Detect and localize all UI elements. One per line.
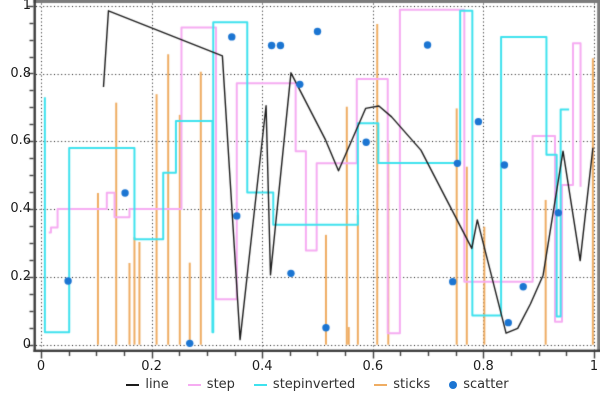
legend-item-stepinverted: stepinverted	[253, 377, 356, 392]
x-tick-label: 0.2	[141, 359, 162, 374]
x-tick-label: 0	[36, 359, 46, 374]
legend-label: line	[145, 377, 169, 392]
legend-item-sticks: sticks	[374, 377, 430, 392]
legend-label: sticks	[393, 377, 431, 392]
y-tick-label: 0.8	[10, 65, 31, 81]
legend-item-step: step	[187, 377, 235, 392]
legend-label: scatter	[463, 377, 509, 392]
x-tick-label: 1	[589, 359, 599, 374]
legend-item-scatter: scatter	[449, 377, 509, 392]
scatter-series-marker-icon	[449, 380, 458, 389]
sticks-series-marker-icon	[374, 383, 388, 386]
x-tick-label: 0.8	[473, 359, 494, 374]
legend-item-line: line	[126, 377, 169, 392]
step-series-marker-icon	[187, 383, 201, 386]
y-tick-label: 0.4	[10, 201, 31, 217]
y-tick-label: 1	[22, 0, 31, 13]
y-tick-label: 0	[22, 336, 31, 352]
x-tick-label: 0.4	[251, 359, 273, 374]
line-series-marker-icon	[126, 383, 140, 386]
y-tick-label: 0.6	[10, 133, 31, 149]
x-tick-label: 0.6	[362, 359, 384, 374]
legend: line step stepinverted sticks scatter	[41, 377, 594, 392]
legend-label: step	[206, 377, 235, 392]
y-tick-label: 0.2	[10, 268, 31, 284]
legend-label: stepinverted	[272, 377, 356, 392]
stepinverted-series-marker-icon	[253, 383, 267, 386]
